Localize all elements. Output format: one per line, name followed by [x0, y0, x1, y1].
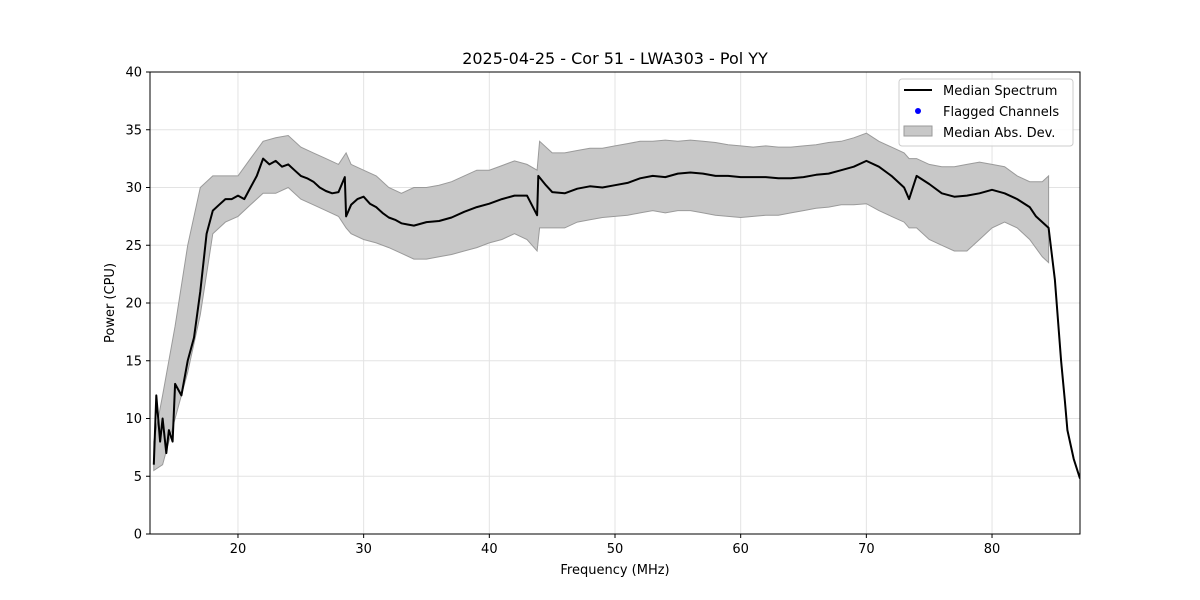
- y-tick-label: 5: [134, 470, 142, 485]
- y-tick-label: 10: [125, 412, 142, 427]
- x-tick-label: 40: [481, 542, 498, 557]
- y-tick-label: 25: [125, 239, 142, 254]
- y-tick-label: 30: [125, 181, 142, 196]
- median-spectrum-line: [152, 157, 1080, 479]
- x-tick-label: 60: [732, 542, 749, 557]
- y-tick-label: 15: [125, 354, 142, 369]
- x-tick-label: 70: [858, 542, 875, 557]
- x-tick-label: 30: [355, 542, 372, 557]
- legend-median-abs-dev-label: Median Abs. Dev.: [943, 126, 1055, 141]
- x-tick-label: 80: [984, 542, 1001, 557]
- legend-median-abs-dev-swatch: [903, 125, 933, 137]
- median-abs-dev-band: [153, 132, 1050, 472]
- y-axis: 0 5 10 15 20 25 30 35 40: [125, 66, 150, 543]
- x-tick-label: 20: [230, 542, 247, 557]
- x-axis-label: Frequency (MHz): [560, 563, 669, 578]
- y-tick-label: 0: [134, 528, 142, 543]
- legend-flagged-channels-label: Flagged Channels: [943, 105, 1059, 120]
- chart-title: 2025-04-25 - Cor 51 - LWA303 - Pol YY: [462, 49, 768, 68]
- legend-median-spectrum-label: Median Spectrum: [943, 84, 1057, 99]
- x-axis: 20 30 40 50 60 70 80: [230, 534, 1001, 557]
- legend-box: [898, 78, 1074, 147]
- x-tick-label: 50: [607, 542, 624, 557]
- y-tick-label: 40: [125, 66, 142, 81]
- y-tick-label: 35: [125, 123, 142, 138]
- legend-flagged-channels-swatch: [915, 108, 921, 114]
- y-axis-label: Power (CPU): [103, 263, 118, 343]
- legend: Median Spectrum Flagged Channels Median …: [898, 78, 1074, 147]
- y-tick-label: 20: [125, 297, 142, 312]
- plot-area: [152, 132, 1080, 479]
